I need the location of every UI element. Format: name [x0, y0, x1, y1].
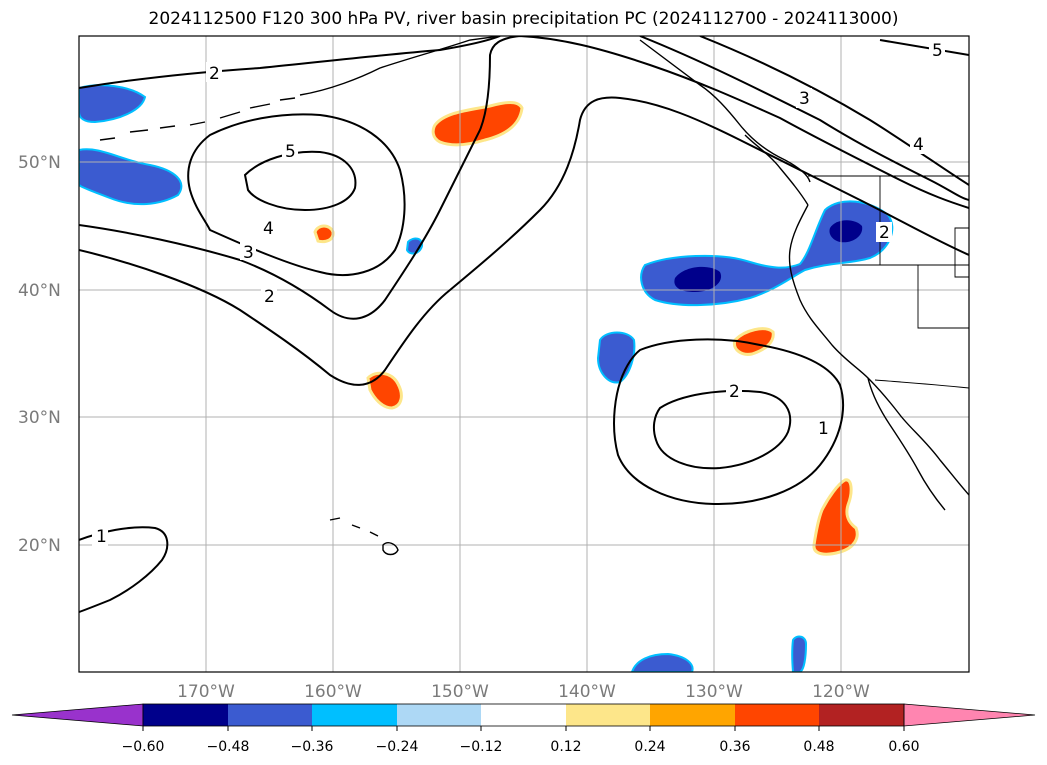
lon-label-160w: 160°W — [304, 682, 362, 702]
colorbar-tick-label: 0.24 — [634, 739, 665, 755]
lat-label-40n: 40°N — [18, 281, 61, 301]
state-borders — [842, 176, 969, 329]
colorbar-tick-label: −0.60 — [122, 739, 165, 755]
latitude-labels: 50°N 40°N 30°N 20°N — [18, 153, 61, 556]
blue-blob-nw — [79, 148, 183, 206]
pv-contour-1-loop — [613, 338, 844, 506]
graticule — [79, 36, 969, 672]
positive-precip-shading — [313, 101, 859, 556]
contour-label-1-sw: 1 — [96, 527, 107, 547]
pv-contour-4-northeast — [699, 36, 969, 186]
negative-precip-shading — [79, 84, 894, 672]
orange-blob-hawaii-north — [366, 371, 403, 410]
blue-blob-narrow — [791, 635, 808, 672]
pv-contour-3-northeast — [639, 36, 969, 201]
contour-label-2-nw: 2 — [209, 64, 220, 84]
baja-peninsula — [867, 377, 946, 511]
lon-label-170w: 170°W — [177, 682, 235, 702]
contour-label-1-e: 1 — [818, 419, 829, 439]
contour-label-5-center: 5 — [285, 142, 296, 162]
lon-label-130w: 130°W — [685, 682, 743, 702]
lon-label-150w: 150°W — [431, 682, 489, 702]
longitude-labels: 170°W 160°W 150°W 140°W 130°W 120°W — [177, 682, 870, 702]
contour-label-2-w: 2 — [264, 287, 275, 307]
colorbar-tick-label: 0.48 — [803, 739, 834, 755]
pv-contour-2-north — [79, 36, 501, 89]
alaska-panhandle — [639, 39, 811, 183]
colorbar-bin-9 — [819, 704, 904, 726]
map-frame — [78, 35, 970, 673]
hawaii-islands — [329, 517, 399, 556]
colorbar-tick-label: 0.60 — [888, 739, 919, 755]
colorbar-bin-4 — [397, 704, 481, 726]
lat-label-30n: 30°N — [18, 408, 61, 428]
colorbar-over-arrow — [903, 703, 1036, 727]
contour-label-3-ne: 3 — [799, 89, 810, 109]
us-mexico-border — [874, 379, 969, 389]
pv-contour-5-northeast — [879, 39, 969, 56]
pv-contour-4 — [187, 113, 406, 276]
dark-blue-core-1 — [674, 266, 722, 292]
colorbar-bin-3 — [312, 704, 397, 726]
contour-label-3-w: 3 — [243, 243, 254, 263]
orange-blob-east — [732, 327, 775, 356]
political-borders — [808, 175, 969, 389]
colorbar-tick-label: 0.36 — [719, 739, 750, 755]
orange-blob-south — [812, 478, 859, 556]
colorbar-tick-label: 0.12 — [550, 739, 581, 755]
dark-blue-core-2 — [829, 220, 863, 243]
contour-label-2-ne: 2 — [879, 223, 890, 243]
plot-title: 2024112500 F120 300 hPa PV, river basin … — [148, 9, 899, 29]
colorbar-bin-1 — [143, 704, 228, 726]
colorbar-bin-6 — [566, 704, 650, 726]
us-west-coast — [788, 204, 969, 496]
colorbar-bin-2 — [228, 704, 312, 726]
contour-labels: 1 2 3 4 5 2 3 4 5 2 1 2 — [92, 40, 945, 547]
colorbar: −0.60 −0.48 −0.36 −0.24 −0.12 0.12 0.24 … — [11, 703, 1036, 755]
lat-label-50n: 50°N — [18, 153, 61, 173]
coastlines — [99, 36, 969, 556]
colorbar-bin-5 — [481, 704, 566, 726]
blue-blob-nw-top — [79, 84, 147, 124]
bc-islands — [744, 134, 809, 206]
pv-contour-2-loop — [79, 96, 969, 386]
blue-blob-south — [630, 652, 694, 672]
colorbar-tick-label: −0.12 — [460, 739, 503, 755]
colorbar-tick-label: −0.48 — [207, 739, 250, 755]
lat-label-20n: 20°N — [18, 536, 61, 556]
orange-blob-small — [313, 224, 335, 244]
alaska-coast — [299, 36, 501, 96]
lon-label-140w: 140°W — [558, 682, 616, 702]
colorbar-tick-label: −0.36 — [291, 739, 334, 755]
map-area — [79, 36, 969, 672]
contour-label-4-ne: 4 — [913, 135, 924, 155]
pv-contours — [79, 36, 969, 613]
pv-contour-3 — [79, 36, 969, 320]
contour-label-4-w: 4 — [263, 219, 274, 239]
contour-label-5-ne: 5 — [932, 41, 943, 61]
colorbar-frame — [142, 703, 905, 727]
colorbar-tick-label: −0.24 — [376, 739, 419, 755]
aleutian-islands — [99, 97, 296, 141]
contour-label-2-e: 2 — [729, 382, 740, 402]
colorbar-bin-8 — [735, 704, 819, 726]
lon-label-120w: 120°W — [812, 682, 870, 702]
orange-blob-north — [431, 101, 524, 147]
pv-contour-1-southwest — [79, 526, 169, 613]
colorbar-under-arrow — [11, 703, 144, 727]
colorbar-bin-7 — [650, 704, 735, 726]
